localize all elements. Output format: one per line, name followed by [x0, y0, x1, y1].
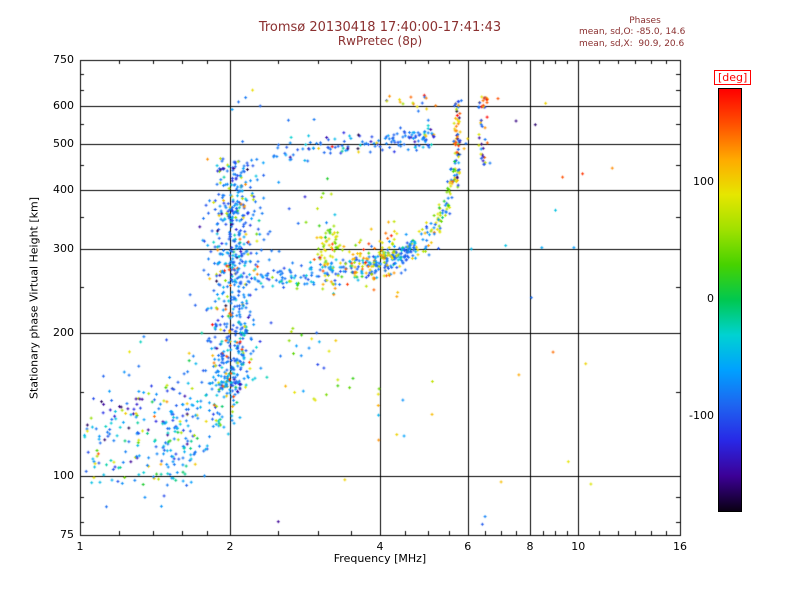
y-tick-label: 400 — [53, 182, 74, 196]
phase-stats-o-mode: mean, sd,O: -85.0, 14.6 — [579, 27, 686, 38]
x-tick-label: 4 — [376, 540, 384, 553]
plot-title: Tromsø 20130418 17:40:00-17:41:43 — [258, 20, 502, 35]
y-tick-label: 500 — [53, 136, 74, 150]
x-tick-label: 16 — [673, 540, 687, 553]
x-tick-label: 10 — [571, 540, 586, 553]
plot-subtitle: RwPretec (8p) — [337, 34, 423, 48]
x-tick-label: 8 — [526, 540, 534, 553]
x-tick-label: 1 — [76, 540, 84, 553]
y-tick-label: 100 — [53, 468, 74, 482]
x-axis-label: Frequency [MHz] — [333, 552, 427, 565]
y-tick-label: 75 — [60, 528, 74, 541]
colorbar-tick-label: 100 — [693, 174, 714, 188]
phase-stats-title: Phases — [629, 16, 661, 26]
colorbar — [718, 88, 742, 512]
phase-stats-x-mode: mean, sd,X: 90.9, 20.6 — [579, 38, 685, 49]
x-tick-label: 6 — [464, 540, 472, 553]
y-tick-label: 200 — [53, 325, 74, 339]
y-tick-label: 600 — [53, 99, 74, 113]
y-tick-label: 300 — [53, 242, 74, 256]
colorbar-tick-label: 0 — [707, 292, 714, 305]
phase-stats-block: Phases mean, sd,O: -85.0, 14.6 mean, sd,… — [565, 16, 725, 50]
colorbar-unit-label: [deg] — [714, 70, 752, 85]
y-tick-label: 750 — [53, 53, 74, 66]
colorbar-tick-label: -100 — [689, 409, 714, 423]
x-tick-label: 2 — [226, 540, 234, 553]
y-axis-label: Stationary phase Virtual Height [km] — [27, 196, 41, 399]
